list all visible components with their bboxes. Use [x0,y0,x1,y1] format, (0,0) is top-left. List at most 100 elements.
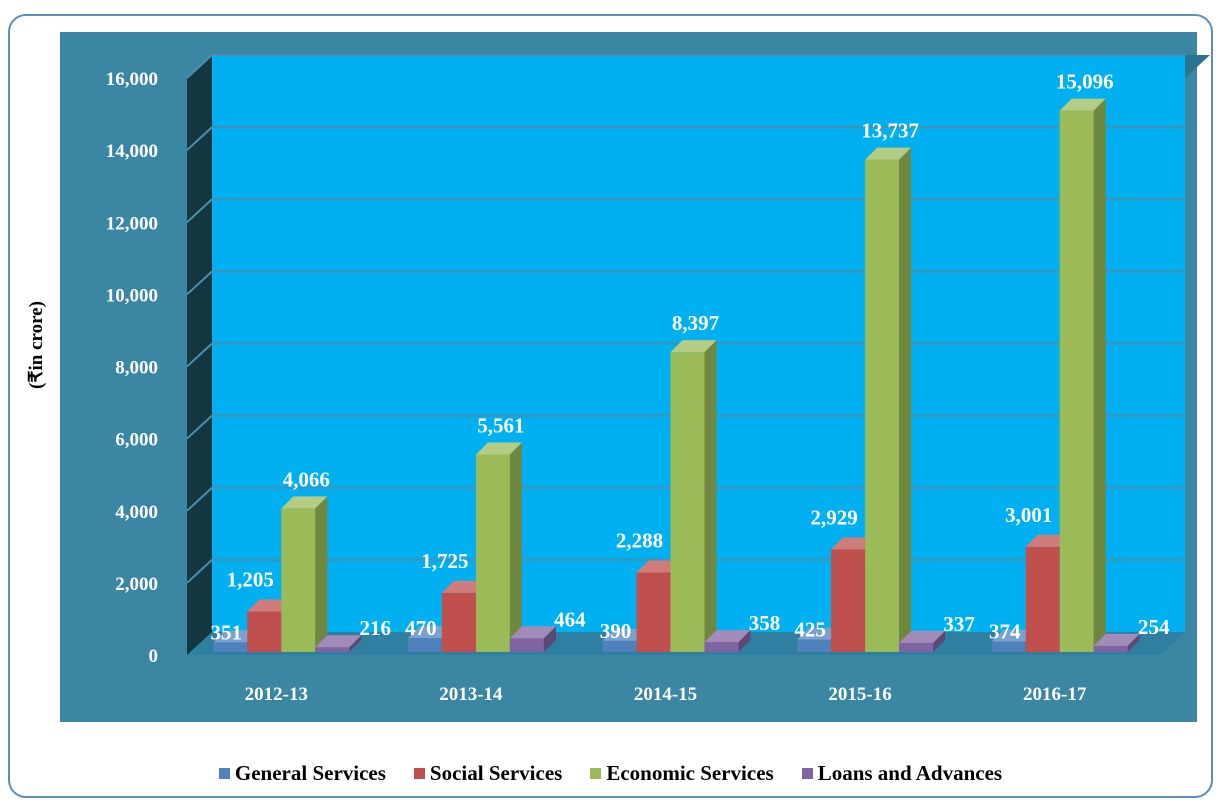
y-tick-label: 14,000 [106,141,158,162]
bar-front [213,642,248,652]
bar-top [315,635,362,648]
x-tick-label: 2012-13 [245,684,308,705]
bar-front [247,611,282,652]
data-label: 390 [600,619,632,643]
y-tick-label: 6,000 [115,430,158,451]
x-tick-label: 2016-17 [1023,684,1087,705]
y-tick-label: 8,000 [115,358,158,379]
bar-side [315,496,328,652]
data-label: 5,561 [477,413,524,437]
bar-top [475,442,522,455]
bar-front [670,352,705,652]
bar [509,626,556,652]
bar-front [407,638,442,652]
bar-side [704,340,717,652]
bar-front [475,454,510,652]
data-label: 425 [794,618,826,642]
bar [1059,98,1106,652]
data-label: 464 [554,607,586,631]
bar-top [704,630,751,643]
bar-front [704,642,739,652]
legend-swatch [801,768,813,779]
data-label: 358 [749,611,781,635]
legend-item: Economic Services [590,761,774,786]
y-axis-ticks: 0 2,000 4,000 6,000 8,000 10,000 12,000 14,000 1… [106,69,158,667]
bar-top [899,630,946,643]
bar-side [738,630,751,652]
bar-front [831,549,866,652]
bar-top [509,626,556,639]
gridlines [186,54,1185,584]
legend-label: Social Services [429,761,563,785]
x-axis-ticks: 2012-13 2013-14 2014-15 2015-16 2016-17 [245,684,1087,705]
bar-side [543,626,556,652]
x-tick-label: 2015-16 [828,684,891,705]
gridline [186,126,1185,151]
data-label: 374 [989,620,1021,644]
y-axis-label: (₹in crore) [26,301,47,389]
bar-front [865,159,900,652]
y-tick-label: 12,000 [106,213,158,234]
gridline [186,486,1185,512]
bar-front [1093,645,1128,652]
bar-top [865,147,912,160]
legend-swatch [590,768,602,779]
legend-label: General Services [234,761,386,785]
bar-side [1127,633,1140,652]
bar [315,635,362,652]
bar [670,340,717,652]
data-label: 2,929 [810,505,857,529]
data-label: 4,066 [283,467,330,491]
bar-front [602,640,637,652]
y-tick-label: 16,000 [106,69,158,90]
bar-front [1025,546,1060,652]
bar [704,630,751,652]
bar-side [349,635,362,652]
y-tick-label: 2,000 [115,574,158,595]
bar [475,442,522,652]
bar-front [1059,110,1094,652]
data-label: 351 [211,620,243,644]
legend-label: Loans and Advances [817,761,1003,785]
bar-front [315,647,350,652]
legend-label: Economic Services [606,761,774,785]
bar-front [636,572,671,652]
bar-top [281,496,328,509]
gridline [186,198,1185,223]
data-label: 8,397 [672,311,719,335]
bar-side [899,147,912,652]
bar-front [899,642,934,652]
data-label: 1,725 [421,549,468,573]
bar-front [797,639,832,652]
bar [865,147,912,652]
legend-swatch [413,768,425,779]
bar-front [281,508,316,652]
bar [281,496,328,652]
bar-top [670,340,717,353]
legend-swatch [218,768,230,779]
y-tick-label: 10,000 [106,285,158,306]
data-labels: 351 1,205 4,066 216 470 1,725 5,561 464 390 2,288… [211,70,1170,645]
bar-side [933,630,946,652]
bar [899,630,946,652]
bar [1093,633,1140,652]
bar-top [1059,98,1106,111]
gridline [186,270,1185,296]
legend-item: General Services [218,761,386,786]
bar-side [509,442,522,652]
data-label: 1,205 [227,568,274,592]
data-label: 13,737 [861,119,919,143]
data-label: 2,288 [616,528,663,552]
gridline [186,414,1185,440]
bar-front [441,592,476,652]
data-label: 3,001 [1005,503,1052,527]
bar-top [1093,633,1140,646]
data-label: 254 [1138,615,1170,639]
x-tick-label: 2014-15 [634,684,697,705]
legend-item: Social Services [413,761,563,786]
data-label: 15,096 [1056,70,1114,94]
bar-side [1093,98,1106,652]
legend-item: Loans and Advances [801,761,1003,786]
data-label: 216 [360,616,392,640]
